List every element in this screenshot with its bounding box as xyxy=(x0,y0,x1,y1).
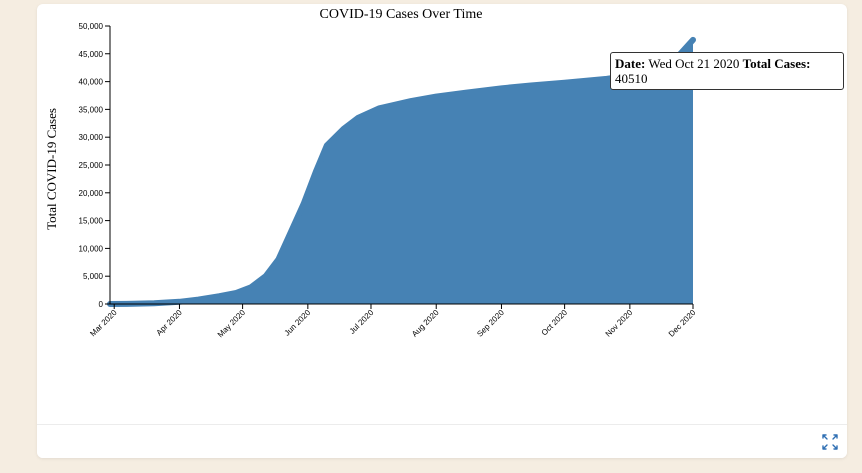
y-tick-label: 5,000 xyxy=(83,272,104,281)
expand-button[interactable] xyxy=(821,433,839,451)
y-tick-label: 30,000 xyxy=(79,133,104,142)
card-footer xyxy=(37,424,847,458)
x-tick-label: Dec 2020 xyxy=(667,308,698,339)
x-tick-label: Mar 2020 xyxy=(88,308,119,339)
x-tick-label: May 2020 xyxy=(216,308,248,340)
y-tick-label: 40,000 xyxy=(79,78,104,87)
x-tick-label: Sep 2020 xyxy=(475,308,506,339)
chart-card: COVID-19 Cases Over Time Total COVID-19 … xyxy=(37,4,847,458)
cases-area xyxy=(110,39,693,305)
y-tick-label: 15,000 xyxy=(79,217,104,226)
x-tick-label: Jun 2020 xyxy=(283,308,313,338)
expand-arrows-icon xyxy=(822,434,838,450)
tooltip-date-value: Wed Oct 21 2020 xyxy=(648,56,740,71)
plot-area: 0 5,000 10,000 15,000 20,000 25,000 30,000 35,0… xyxy=(79,22,698,339)
x-tick-label: Oct 2020 xyxy=(540,308,570,338)
y-axis-label: Total COVID-19 Cases xyxy=(44,108,59,230)
x-tick-label: Jul 2020 xyxy=(348,308,376,336)
hover-tooltip: Date: Wed Oct 21 2020 Total Cases: 40510 xyxy=(610,52,844,90)
y-tick-label: 45,000 xyxy=(79,50,104,59)
y-tick-label: 0 xyxy=(99,300,104,309)
x-tick-label: Apr 2020 xyxy=(155,308,185,338)
tooltip-date-label: Date: xyxy=(615,56,646,71)
x-tick-label: Aug 2020 xyxy=(410,308,441,339)
y-tick-label: 10,000 xyxy=(79,244,104,253)
y-tick-label: 25,000 xyxy=(79,161,104,170)
cases-line xyxy=(107,36,696,307)
y-tick-label: 35,000 xyxy=(79,105,104,114)
chart-svg: COVID-19 Cases Over Time Total COVID-19 … xyxy=(44,7,698,339)
y-tick-label: 20,000 xyxy=(79,189,104,198)
x-tick-label: Nov 2020 xyxy=(604,308,635,339)
tooltip-cases-label: Total Cases: xyxy=(742,56,811,71)
chart-title: COVID-19 Cases Over Time xyxy=(320,7,483,22)
tooltip-cases-value: 40510 xyxy=(615,71,648,86)
y-tick-label: 50,000 xyxy=(79,22,104,31)
